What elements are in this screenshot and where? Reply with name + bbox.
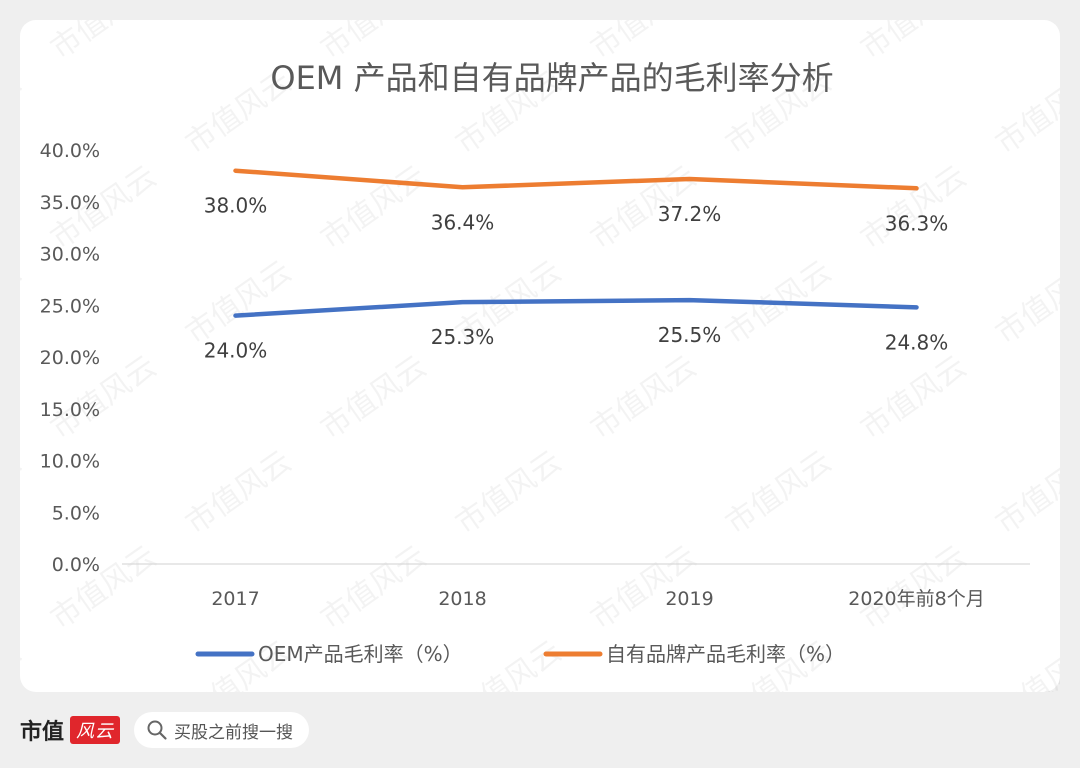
x-tick-label: 2019 [665,588,713,610]
x-tick-label: 2017 [211,588,259,610]
legend: OEM产品毛利率（%） 自有品牌产品毛利率（%） [195,642,845,666]
legend-label-1: OEM产品毛利率（%） [258,642,463,666]
data-label: 38.0% [204,194,268,218]
x-tick-label: 2020年前8个月 [848,588,984,610]
data-label: 24.8% [885,330,949,354]
data-label: 25.3% [431,325,495,349]
y-tick-label: 20.0% [40,347,100,369]
brand-name: 市值 [20,719,65,745]
search-icon [147,720,167,740]
search-box[interactable]: 买股之前搜一搜 [134,712,310,748]
footer: 市值 风云 买股之前搜一搜 [20,700,1060,760]
y-tick-label: 15.0% [40,399,100,421]
data-label: 36.3% [885,211,949,235]
data-label: 25.5% [658,323,722,347]
series-layer [233,168,919,318]
chart-title: OEM 产品和自有品牌产品的毛利率分析 [270,59,833,97]
brand-logo: 风云 [70,716,121,744]
y-tick-label: 0.0% [52,554,100,576]
series-line-1 [233,297,919,318]
data-label: 36.4% [431,210,495,234]
y-tick-label: 25.0% [40,295,100,317]
series-line-2 [233,168,919,191]
legend-label-2: 自有品牌产品毛利率（%） [606,642,845,666]
axes: 0.0% 5.0% 10.0% 15.0% 20.0% 25.0% 30.0% 35.0% 40… [40,140,1030,610]
y-tick-label: 40.0% [40,140,100,162]
search-placeholder: 买股之前搜一搜 [174,722,294,743]
data-labels: 24.0% 25.3% 25.5% 24.8% 38.0% 36.4% 37.2% 36.3% [204,194,949,363]
line-chart: 市值风云市值风云市值风云市值风云市值风云市值风云市值风云市值风云市值风云市值风云… [20,20,1060,692]
data-label: 24.0% [204,339,268,363]
y-tick-label: 5.0% [52,502,100,524]
chart-card: 市值风云市值风云市值风云市值风云市值风云市值风云市值风云市值风云市值风云市值风云… [20,20,1060,692]
y-tick-label: 10.0% [40,451,100,473]
y-tick-label: 35.0% [40,192,100,214]
y-tick-label: 30.0% [40,244,100,266]
x-tick-label: 2018 [438,588,486,610]
data-label: 37.2% [658,202,722,226]
